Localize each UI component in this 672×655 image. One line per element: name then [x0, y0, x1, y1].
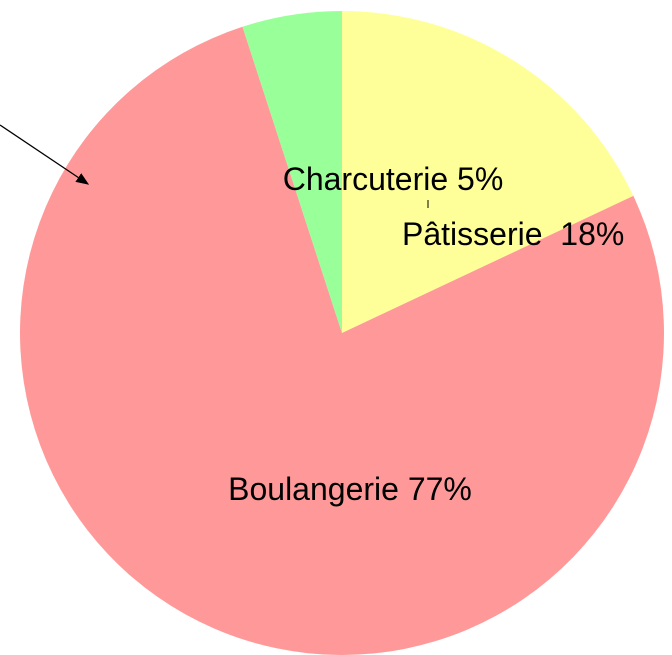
slice-label: Charcuterie 5%: [283, 161, 504, 197]
pie-slice: [20, 26, 665, 655]
pie-slice: [242, 11, 342, 333]
pie-slice: [342, 11, 634, 333]
labels: Pâtisserie 18% Boulangerie 77% Charcuterie…: [228, 161, 624, 507]
value-label: 77%: [408, 471, 472, 507]
category-label: Boulangerie: [228, 471, 399, 507]
value-label: 18%: [560, 216, 624, 252]
slices: [20, 11, 665, 655]
slice-label: Pâtisserie 18%: [402, 216, 624, 252]
slice-label: Boulangerie 77%: [228, 471, 472, 507]
category-label: Pâtisserie: [402, 216, 543, 252]
arrow: [0, 124, 90, 185]
value-label: 5%: [457, 161, 503, 197]
category-label: Charcuterie: [283, 161, 448, 197]
